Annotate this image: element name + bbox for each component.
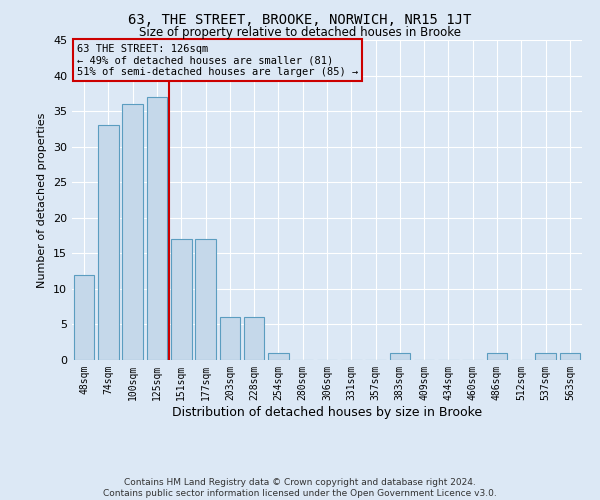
Bar <box>268 353 289 360</box>
Bar <box>74 274 94 360</box>
Bar <box>171 239 191 360</box>
Bar <box>195 239 216 360</box>
Text: 63 THE STREET: 126sqm
← 49% of detached houses are smaller (81)
51% of semi-deta: 63 THE STREET: 126sqm ← 49% of detached … <box>77 44 358 77</box>
Bar <box>244 318 265 360</box>
Bar <box>220 318 240 360</box>
Bar <box>487 353 508 360</box>
Text: Size of property relative to detached houses in Brooke: Size of property relative to detached ho… <box>139 26 461 39</box>
Y-axis label: Number of detached properties: Number of detached properties <box>37 112 47 288</box>
Bar <box>389 353 410 360</box>
Bar <box>122 104 143 360</box>
Bar <box>535 353 556 360</box>
Bar <box>560 353 580 360</box>
Bar <box>98 126 119 360</box>
Text: 63, THE STREET, BROOKE, NORWICH, NR15 1JT: 63, THE STREET, BROOKE, NORWICH, NR15 1J… <box>128 12 472 26</box>
Bar <box>146 97 167 360</box>
X-axis label: Distribution of detached houses by size in Brooke: Distribution of detached houses by size … <box>172 406 482 418</box>
Text: Contains HM Land Registry data © Crown copyright and database right 2024.
Contai: Contains HM Land Registry data © Crown c… <box>103 478 497 498</box>
